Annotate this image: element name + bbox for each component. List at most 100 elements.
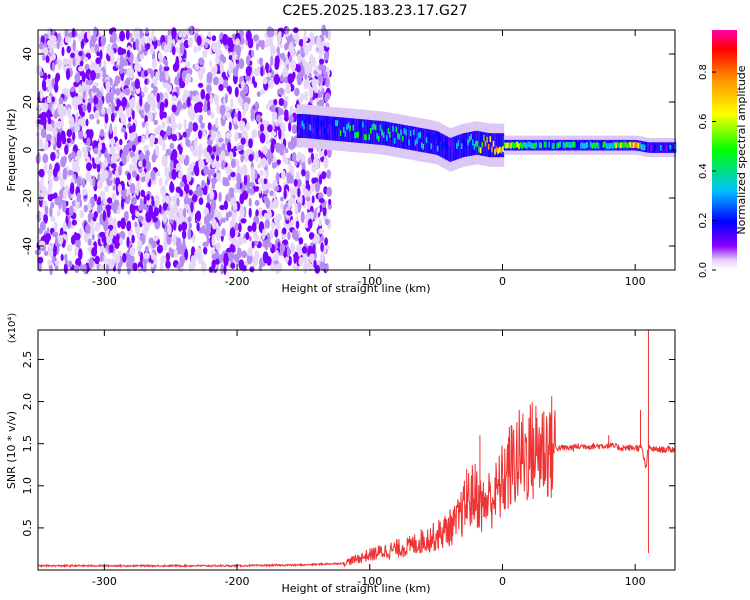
- noise-speck: [267, 156, 272, 166]
- noise-speck: [66, 137, 72, 144]
- noise-speck: [192, 148, 198, 157]
- noise-speck: [219, 54, 225, 61]
- noise-speck: [44, 140, 49, 151]
- noise-speck: [193, 45, 198, 54]
- ridge-cell: [470, 134, 473, 140]
- noise-speck: [211, 235, 216, 247]
- ridge-cell: [349, 125, 352, 132]
- noise-speck: [313, 209, 317, 219]
- noise-speck: [286, 246, 290, 258]
- noise-speck: [159, 72, 164, 83]
- noise-speck: [324, 149, 328, 157]
- noise-speck: [270, 104, 276, 113]
- noise-speck: [193, 140, 198, 149]
- noise-speck: [268, 242, 273, 249]
- noise-speck: [53, 221, 58, 231]
- noise-speck: [119, 138, 123, 146]
- ridge-cell: [384, 126, 387, 132]
- noise-speck: [196, 222, 200, 232]
- noise-speck: [255, 42, 259, 51]
- noise-speck: [50, 35, 57, 44]
- noise-speck: [206, 139, 213, 146]
- noise-speck: [250, 112, 254, 122]
- noise-speck: [266, 26, 273, 38]
- noise-speck: [310, 183, 316, 192]
- noise-speck: [294, 159, 298, 167]
- ridge-cell: [373, 123, 376, 130]
- colorbar: 0.0 0.2 0.4 0.6 0.8 Normalized spectral ampl…: [698, 30, 748, 278]
- noise-speck: [224, 93, 228, 104]
- noise-speck: [259, 170, 264, 177]
- noise-speck: [259, 57, 264, 66]
- noise-speck: [249, 266, 254, 272]
- noise-speck: [37, 227, 44, 235]
- noise-speck: [220, 263, 225, 275]
- noise-speck: [117, 46, 123, 56]
- ridge-band: [495, 133, 498, 158]
- noise-speck: [120, 127, 127, 133]
- noise-speck: [105, 80, 111, 93]
- ridge-cell: [616, 141, 620, 148]
- noise-speck: [167, 223, 172, 236]
- ridge-band: [499, 133, 501, 158]
- noise-speck: [109, 122, 113, 135]
- noise-speck: [309, 97, 313, 104]
- noise-speck: [172, 234, 177, 246]
- ridge-band: [392, 122, 395, 147]
- ridge-cell: [320, 121, 323, 127]
- ridge-band: [427, 129, 430, 154]
- noise-speck: [128, 125, 133, 134]
- ridge-cell: [357, 131, 360, 138]
- noise-speck: [62, 58, 69, 66]
- noise-speck: [257, 207, 263, 217]
- noise-speck: [210, 153, 215, 160]
- noise-speck: [227, 210, 232, 218]
- noise-speck: [47, 193, 54, 202]
- noise-speck: [259, 89, 266, 95]
- noise-speck: [177, 207, 184, 218]
- noise-speck: [253, 34, 259, 42]
- ridge-band: [479, 131, 482, 156]
- x-tick-label: 0: [499, 575, 506, 588]
- noise-speck: [57, 58, 63, 71]
- noise-speck: [78, 106, 83, 116]
- y-tick-label: 0.5: [21, 519, 34, 537]
- noise-speck: [297, 152, 301, 159]
- noise-speck: [297, 187, 301, 198]
- noise-speck: [181, 221, 188, 231]
- noise-speck: [39, 240, 46, 248]
- noise-speck: [188, 189, 193, 196]
- noise-speck: [181, 229, 187, 240]
- noise-speck: [54, 237, 59, 247]
- noise-speck: [271, 138, 277, 145]
- noise-speck: [187, 216, 192, 223]
- noise-speck: [246, 187, 251, 194]
- ridge-cell: [462, 137, 465, 144]
- noise-speck: [126, 263, 131, 275]
- noise-speck: [298, 39, 304, 47]
- noise-speck: [122, 252, 127, 263]
- noise-speck: [60, 227, 64, 235]
- ridge-cell: [443, 142, 446, 149]
- noise-speck: [140, 189, 146, 198]
- ridge-cell: [406, 139, 409, 146]
- ridge-cell: [414, 139, 417, 146]
- noise-speck: [126, 49, 131, 58]
- ridge-cell: [553, 142, 556, 149]
- noise-speck: [112, 217, 118, 228]
- noise-speck: [58, 136, 62, 147]
- ridge-cell: [578, 142, 581, 149]
- noise-speck: [265, 132, 269, 139]
- ridge-cell: [672, 145, 675, 152]
- noise-speck: [303, 79, 308, 90]
- noise-speck: [209, 186, 213, 197]
- ridge-cell: [390, 133, 393, 140]
- noise-speck: [134, 221, 138, 228]
- noise-speck: [192, 233, 196, 243]
- noise-speck: [145, 128, 150, 140]
- ridge-cell: [422, 143, 425, 150]
- ridge-cell: [392, 125, 395, 132]
- noise-speck: [205, 93, 210, 101]
- noise-speck: [138, 41, 142, 52]
